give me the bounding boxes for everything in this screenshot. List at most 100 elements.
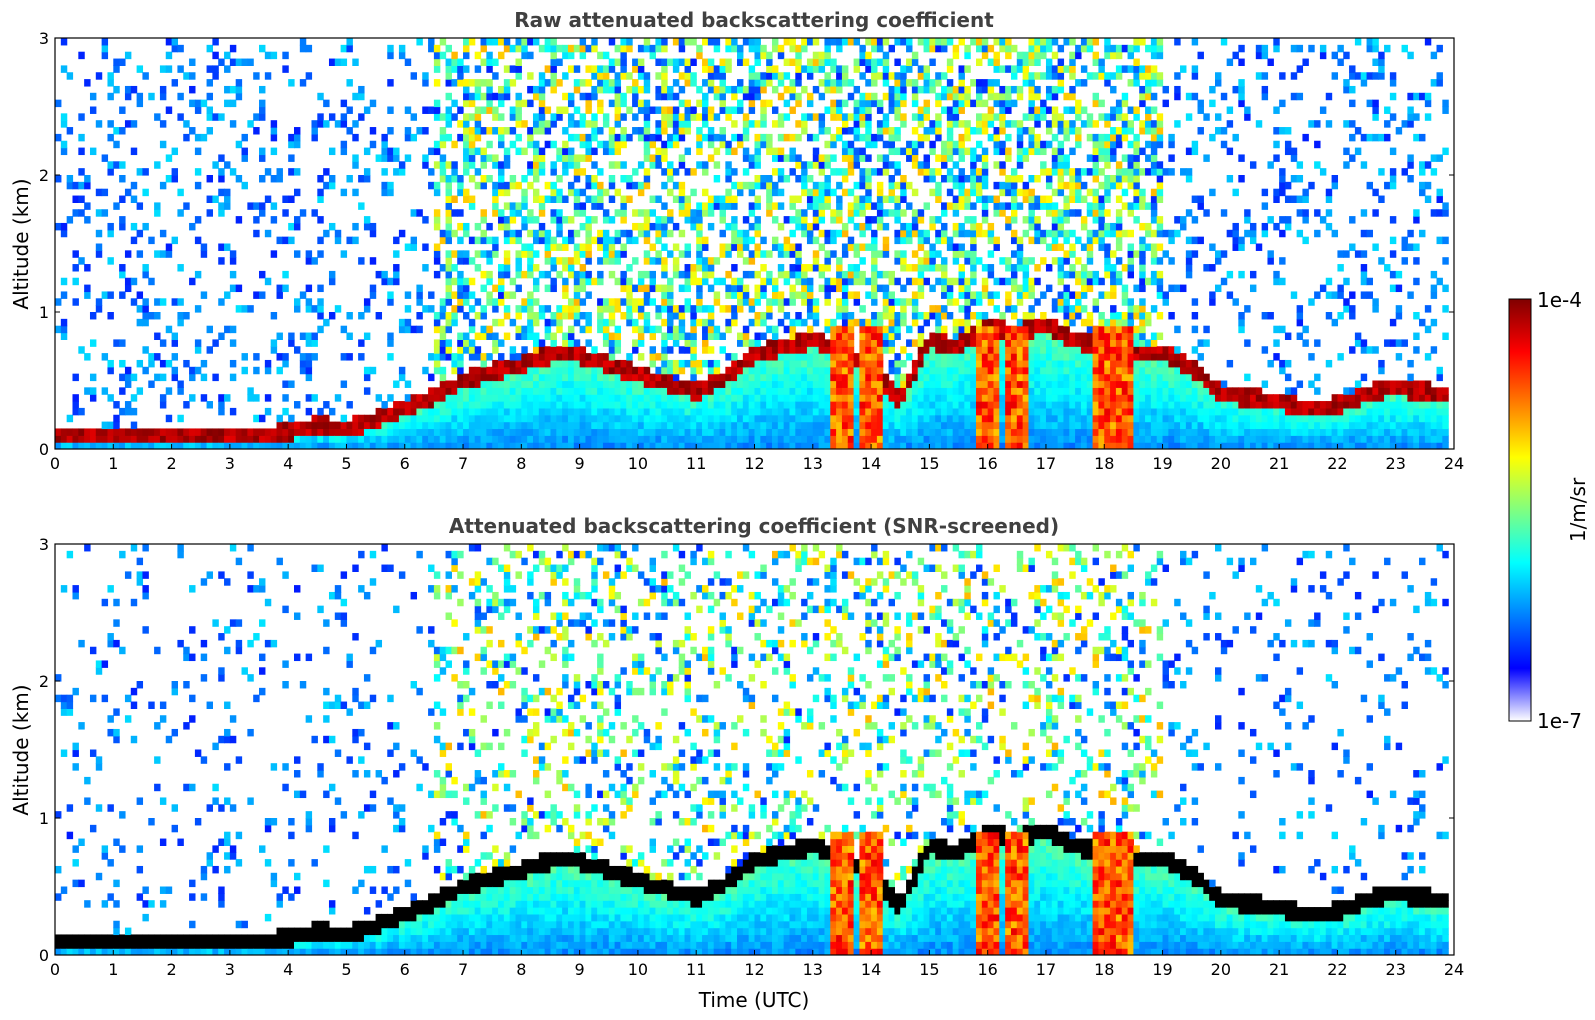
- heatmap-cell: [154, 442, 161, 449]
- heatmap-cell: [597, 325, 604, 334]
- heatmap-cell: [270, 312, 278, 320]
- heatmap-cell: [859, 209, 866, 217]
- heatmap-cell: [1005, 181, 1012, 190]
- heatmap-cell: [946, 373, 954, 382]
- heatmap-cell: [177, 387, 184, 395]
- heatmap-cell: [573, 312, 581, 320]
- heatmap-cell: [387, 277, 394, 286]
- heatmap-cell: [667, 188, 674, 197]
- heatmap-cell: [976, 127, 983, 135]
- heatmap-cell: [836, 298, 843, 306]
- heatmap-cell: [958, 380, 965, 388]
- heatmap-cell: [194, 236, 202, 245]
- heatmap-cell: [836, 442, 843, 449]
- heatmap-cell: [142, 264, 149, 272]
- heatmap-cell: [503, 250, 511, 258]
- heatmap-raw: [55, 38, 1449, 449]
- heatmap-cell: [999, 359, 1006, 368]
- heatmap-cell: [836, 202, 843, 210]
- heatmap-cell: [288, 380, 295, 388]
- heatmap-cell: [632, 442, 639, 449]
- heatmap-cell: [614, 305, 622, 313]
- heatmap-cell: [632, 394, 639, 402]
- heatmap-cell: [439, 127, 447, 135]
- heatmap-cell: [882, 270, 890, 279]
- heatmap-cell: [323, 421, 330, 430]
- heatmap-cell: [906, 414, 913, 423]
- heatmap-cell: [783, 216, 791, 224]
- heatmap-cell: [876, 380, 884, 388]
- heatmap-cell: [981, 421, 989, 430]
- heatmap-cell: [923, 312, 930, 320]
- heatmap-cell: [451, 250, 458, 258]
- heatmap-cell: [515, 284, 522, 293]
- heatmap-cell: [836, 181, 843, 190]
- heatmap-cell: [538, 92, 546, 101]
- heatmap-cell: [906, 407, 913, 416]
- heatmap-cell: [451, 387, 458, 395]
- heatmap-cell: [1005, 120, 1012, 128]
- heatmap-cell: [719, 435, 726, 443]
- heatmap-cell: [981, 394, 989, 402]
- heatmap-cell: [585, 435, 592, 443]
- heatmap-cell: [299, 209, 307, 217]
- heatmap-cell: [486, 270, 493, 279]
- heatmap-cell: [270, 435, 278, 443]
- heatmap-cell: [649, 44, 656, 53]
- heatmap-cell: [882, 250, 890, 258]
- heatmap-cell: [871, 435, 878, 443]
- heatmap-cell: [614, 401, 622, 409]
- heatmap-cell: [853, 161, 861, 169]
- heatmap-cell: [480, 79, 487, 87]
- heatmap-cell: [1016, 264, 1024, 272]
- heatmap-cell: [1005, 435, 1012, 443]
- heatmap-cell: [562, 366, 569, 375]
- heatmap-cell: [824, 284, 831, 293]
- heatmap-cell: [731, 305, 738, 313]
- heatmap-cell: [433, 161, 441, 169]
- heatmap-cell: [328, 428, 336, 436]
- heatmap-cell: [906, 325, 913, 334]
- heatmap-cell: [760, 79, 767, 87]
- heatmap-cell: [836, 85, 843, 94]
- heatmap-cell: [632, 181, 639, 190]
- heatmap-cell: [690, 339, 697, 347]
- heatmap-cell: [702, 442, 709, 449]
- heatmap-cell: [527, 38, 534, 46]
- heatmap-cell: [451, 305, 458, 313]
- heatmap-cell: [457, 175, 464, 183]
- heatmap-cell: [719, 106, 726, 114]
- heatmap-cell: [952, 401, 960, 409]
- heatmap-cell: [171, 298, 179, 306]
- heatmap-cell: [771, 154, 779, 162]
- heatmap-cell: [492, 421, 499, 430]
- heatmap-cell: [981, 442, 989, 449]
- heatmap-cell: [550, 407, 557, 416]
- heatmap-cell: [416, 127, 423, 135]
- heatmap-cell: [667, 85, 674, 94]
- heatmap-cell: [964, 305, 971, 313]
- heatmap-cell: [917, 394, 925, 402]
- heatmap-cell: [906, 58, 913, 66]
- heatmap-cell: [713, 195, 721, 203]
- heatmap-cell: [1010, 414, 1018, 423]
- heatmap-cell: [498, 421, 505, 430]
- heatmap-cell: [637, 161, 645, 169]
- heatmap-cell: [742, 284, 750, 293]
- heatmap-cell: [591, 65, 598, 73]
- heatmap-cell: [958, 85, 965, 94]
- heatmap-cell: [498, 318, 505, 327]
- heatmap-cell: [1028, 353, 1035, 361]
- heatmap-cell: [806, 414, 814, 423]
- heatmap-cell: [1010, 277, 1018, 286]
- heatmap-cell: [562, 216, 569, 224]
- heatmap-cell: [818, 339, 826, 347]
- heatmap-cell: [358, 257, 365, 265]
- heatmap-cell: [748, 209, 756, 217]
- heatmap-cell: [859, 175, 866, 183]
- heatmap-cell: [917, 85, 925, 94]
- heatmap-cell: [865, 38, 872, 46]
- heatmap-cell: [567, 270, 575, 279]
- heatmap-cell: [159, 229, 167, 238]
